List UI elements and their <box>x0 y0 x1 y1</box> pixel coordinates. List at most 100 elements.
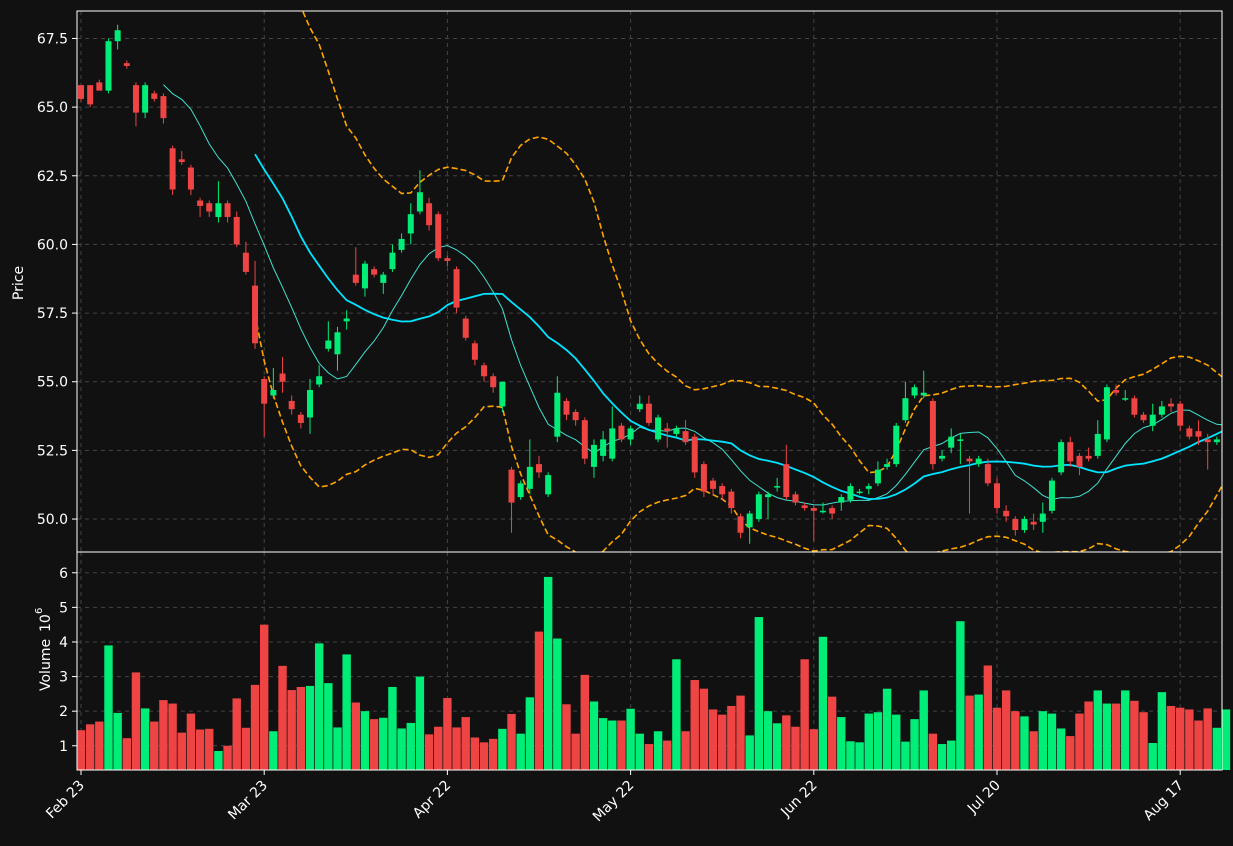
candle <box>746 510 753 544</box>
candle <box>645 395 652 426</box>
volume-bar <box>260 624 269 770</box>
volume-bar <box>1093 690 1102 770</box>
volume-bar <box>269 731 278 770</box>
candle <box>1021 516 1028 533</box>
candle-body <box>132 85 139 113</box>
candle-body <box>389 252 396 270</box>
candle-body <box>819 510 826 513</box>
candle <box>600 431 607 462</box>
candle <box>490 373 497 393</box>
volume-bar <box>351 702 360 770</box>
candle <box>462 315 469 341</box>
volume-bar <box>1185 709 1194 770</box>
volume-bar <box>140 708 150 770</box>
volume-bar <box>983 665 993 770</box>
ma-short-line <box>163 84 1222 506</box>
volume-bar <box>205 728 214 770</box>
volume-bar <box>333 727 342 770</box>
candle-body <box>1131 398 1138 415</box>
candle-body <box>984 464 991 484</box>
candle-body <box>655 417 662 440</box>
volume-bar <box>992 707 1002 770</box>
volume-tick-label: 4 <box>59 635 68 651</box>
volume-bar <box>809 729 818 770</box>
candle-body <box>435 214 442 259</box>
candle-body <box>1122 398 1129 400</box>
candle <box>581 417 588 465</box>
moving-averages <box>163 84 1222 506</box>
candle <box>700 461 707 498</box>
volume-bar <box>415 676 425 770</box>
volume-bar <box>690 680 699 770</box>
candle-body <box>755 494 762 520</box>
volume-bar <box>1011 711 1020 770</box>
volume-bar <box>296 686 306 770</box>
volume-bar <box>571 733 580 770</box>
volume-bar <box>122 738 131 770</box>
price-tick-label: 52.5 <box>37 443 68 459</box>
volume-bar <box>562 704 571 770</box>
volume-bar <box>827 696 837 770</box>
candle-body <box>178 159 185 163</box>
candle-body <box>398 238 405 250</box>
candle <box>279 357 286 393</box>
volume-bar <box>1212 727 1222 770</box>
candle-body <box>142 85 149 113</box>
volume-bar <box>791 726 800 770</box>
candle <box>1030 513 1037 531</box>
candle-body <box>994 483 1000 509</box>
candle <box>664 422 671 448</box>
candle-body <box>563 400 570 415</box>
volume-bar <box>901 741 910 770</box>
candle-body <box>810 508 817 511</box>
volume-bar <box>855 742 864 770</box>
candle <box>929 398 936 470</box>
candle-body <box>1012 519 1019 531</box>
candle-body <box>536 464 542 473</box>
volume-bar <box>1111 703 1121 770</box>
candle <box>572 409 579 426</box>
candle <box>334 326 341 371</box>
volume-bar <box>974 694 983 770</box>
volume-bar <box>379 717 388 770</box>
volume-axis-power: 6 <box>34 608 45 614</box>
candle <box>819 502 826 514</box>
volume-bar <box>186 713 196 770</box>
price-axis-label: Price <box>11 266 27 300</box>
candle <box>884 458 891 470</box>
candle <box>810 505 817 542</box>
volume-bar <box>287 690 296 770</box>
candle-body <box>1168 403 1175 407</box>
volume-tick-label: 6 <box>59 566 68 582</box>
candle-body <box>87 85 94 105</box>
candle-body <box>526 466 533 489</box>
candle <box>261 376 268 437</box>
candle <box>1149 403 1156 432</box>
candle-body <box>270 389 277 396</box>
candle <box>682 420 689 445</box>
candle-body <box>765 494 771 498</box>
volume-bar <box>214 750 223 770</box>
candle-body <box>325 340 332 349</box>
candle <box>1140 411 1147 423</box>
candle-body <box>307 389 313 418</box>
candle <box>536 455 542 478</box>
volume-bar <box>1075 713 1084 770</box>
candle <box>1085 447 1092 462</box>
volume-bar <box>736 695 745 770</box>
volume-bar <box>699 688 709 770</box>
candle-body <box>618 425 625 440</box>
candle <box>151 90 158 102</box>
candle <box>856 488 863 495</box>
candle-body <box>1213 439 1220 443</box>
candle <box>636 395 643 412</box>
volume-bar <box>1176 707 1185 770</box>
candle-body <box>96 82 103 91</box>
volume-bar <box>113 712 122 770</box>
candle-body <box>627 428 634 440</box>
volume-y-axis: 1 2 3 4 5 6 <box>59 566 77 755</box>
candle-body <box>169 148 176 190</box>
volume-bar <box>589 701 599 770</box>
volume-tick-label: 5 <box>59 600 68 616</box>
